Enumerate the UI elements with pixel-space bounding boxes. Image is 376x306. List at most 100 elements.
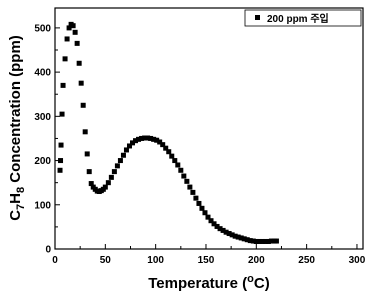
point (145, 135, 151, 141)
point (154, 137, 160, 143)
point (57, 167, 63, 173)
y-title-part: Concentration (ppm) (7, 35, 24, 187)
point (62, 56, 68, 62)
x-title-part: C) (254, 275, 270, 292)
x-tick-label: 150 (198, 255, 215, 266)
point (114, 163, 120, 169)
point (220, 227, 226, 233)
point (202, 210, 208, 216)
point (88, 181, 94, 187)
point (78, 80, 84, 86)
point (187, 184, 193, 190)
point (70, 23, 76, 29)
point (66, 25, 72, 31)
point (133, 138, 139, 144)
x-title-part: Temperature ( (148, 275, 247, 292)
x-tick-label: 100 (147, 255, 164, 266)
point (82, 129, 88, 135)
legend-box (244, 9, 362, 27)
point (102, 184, 108, 190)
point (232, 233, 238, 239)
point (193, 195, 199, 201)
legend-label: 200 ppm 주입 (267, 12, 329, 25)
point (241, 236, 247, 242)
point (181, 173, 187, 179)
point (208, 218, 214, 224)
x-tick-label: 200 (248, 255, 265, 266)
point (76, 60, 82, 66)
point (84, 151, 90, 157)
x-axis-title: Temperature (oC) (148, 273, 269, 292)
y-tick-label: 200 (34, 156, 51, 167)
point (126, 143, 132, 149)
point (117, 158, 123, 164)
x-tick-label: 50 (100, 255, 112, 266)
point (160, 142, 166, 148)
point (74, 40, 80, 46)
y-axis-title: C7H8 Concentration (ppm) (7, 35, 27, 221)
y-tick-label: 100 (34, 200, 51, 211)
point (58, 158, 64, 164)
y-tick-label: 0 (45, 245, 51, 256)
y-title-part: C (7, 210, 24, 221)
point (169, 153, 175, 159)
point (59, 111, 65, 117)
point (273, 238, 279, 244)
point (120, 152, 126, 158)
point (211, 221, 217, 227)
point (163, 145, 169, 151)
point (105, 180, 111, 186)
point (58, 142, 64, 148)
y-tick-label: 500 (34, 23, 51, 34)
point (80, 102, 86, 108)
point (250, 238, 256, 244)
point (244, 237, 250, 243)
x-tick-label: 0 (52, 255, 58, 266)
point (265, 238, 271, 244)
point (136, 136, 142, 142)
point (142, 135, 148, 141)
point (148, 135, 154, 141)
x-title-sup: o (247, 273, 254, 285)
point (214, 223, 220, 229)
y-tick-label: 400 (34, 68, 51, 79)
plot-frame (54, 7, 364, 250)
point (172, 158, 178, 164)
point (60, 82, 66, 88)
point (111, 169, 117, 175)
point (235, 234, 241, 240)
point (199, 205, 205, 211)
point (268, 238, 274, 244)
point (196, 200, 202, 206)
point (217, 226, 223, 232)
y-title-sub: 8 (15, 187, 27, 193)
point (175, 162, 181, 168)
legend-marker (255, 15, 260, 20)
y-title-part: H (7, 193, 24, 204)
point (205, 214, 211, 220)
y-title-sub: 7 (15, 204, 27, 210)
point (184, 178, 190, 184)
y-tick-label: 300 (34, 112, 51, 123)
point (238, 235, 244, 241)
point (259, 238, 265, 244)
point (190, 189, 196, 195)
x-tick-label: 300 (349, 255, 366, 266)
point (226, 231, 232, 237)
point (130, 140, 136, 146)
point (166, 149, 172, 155)
point (178, 167, 184, 173)
point (86, 169, 92, 175)
point (223, 229, 229, 235)
point (72, 29, 78, 35)
point (253, 238, 259, 244)
point (157, 139, 163, 145)
point (64, 36, 70, 42)
point (229, 232, 235, 238)
point (108, 174, 114, 180)
point (139, 135, 145, 141)
point (262, 238, 268, 244)
point (247, 238, 253, 244)
